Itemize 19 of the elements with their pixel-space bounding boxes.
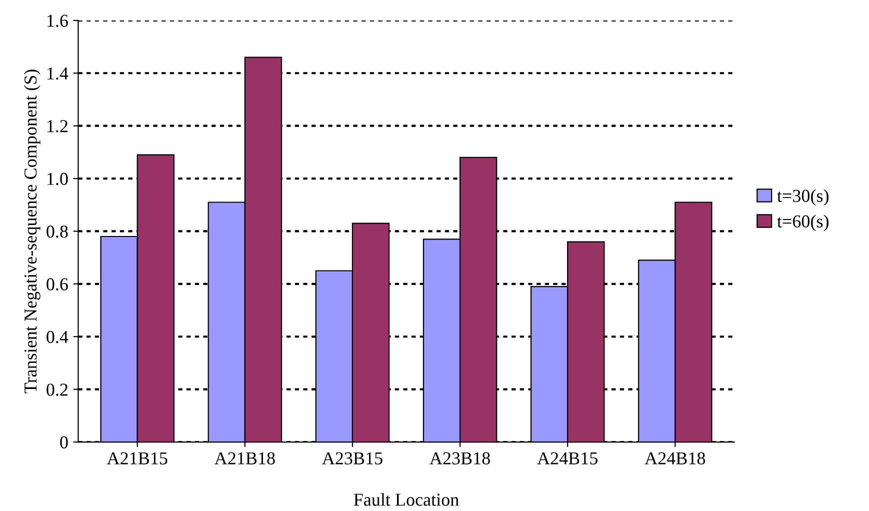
- x-tick-label: A24B18: [644, 452, 706, 464]
- y-tick-label: 0.4: [46, 330, 68, 344]
- legend-label: t=60(s): [777, 214, 828, 232]
- y-axis-title: Transient Negative-sequence Component (S): [24, 70, 40, 394]
- legend-label: t=30(s): [777, 189, 828, 206]
- x-tick-label: A23B18: [430, 452, 490, 464]
- y-tick-label: 1.0: [48, 172, 68, 186]
- x-tick-label: A23B15: [322, 452, 382, 464]
- x-tick-label: A21B15: [106, 452, 168, 464]
- y-tick-label: 1.6: [48, 14, 68, 27]
- y-tick-label: 1.4: [48, 67, 68, 80]
- y-tick-label: 0: [60, 436, 68, 448]
- y-tick-label: 0.6: [46, 278, 68, 290]
- y-tick-label: 0.8: [46, 225, 68, 238]
- x-axis-title: Fault Location: [354, 493, 459, 506]
- y-tick-label: 0.2: [46, 384, 68, 396]
- x-tick-label: A21B18: [214, 452, 275, 464]
- y-tick-label: 1.2: [48, 120, 68, 132]
- x-tick-label: A24B15: [537, 452, 598, 464]
